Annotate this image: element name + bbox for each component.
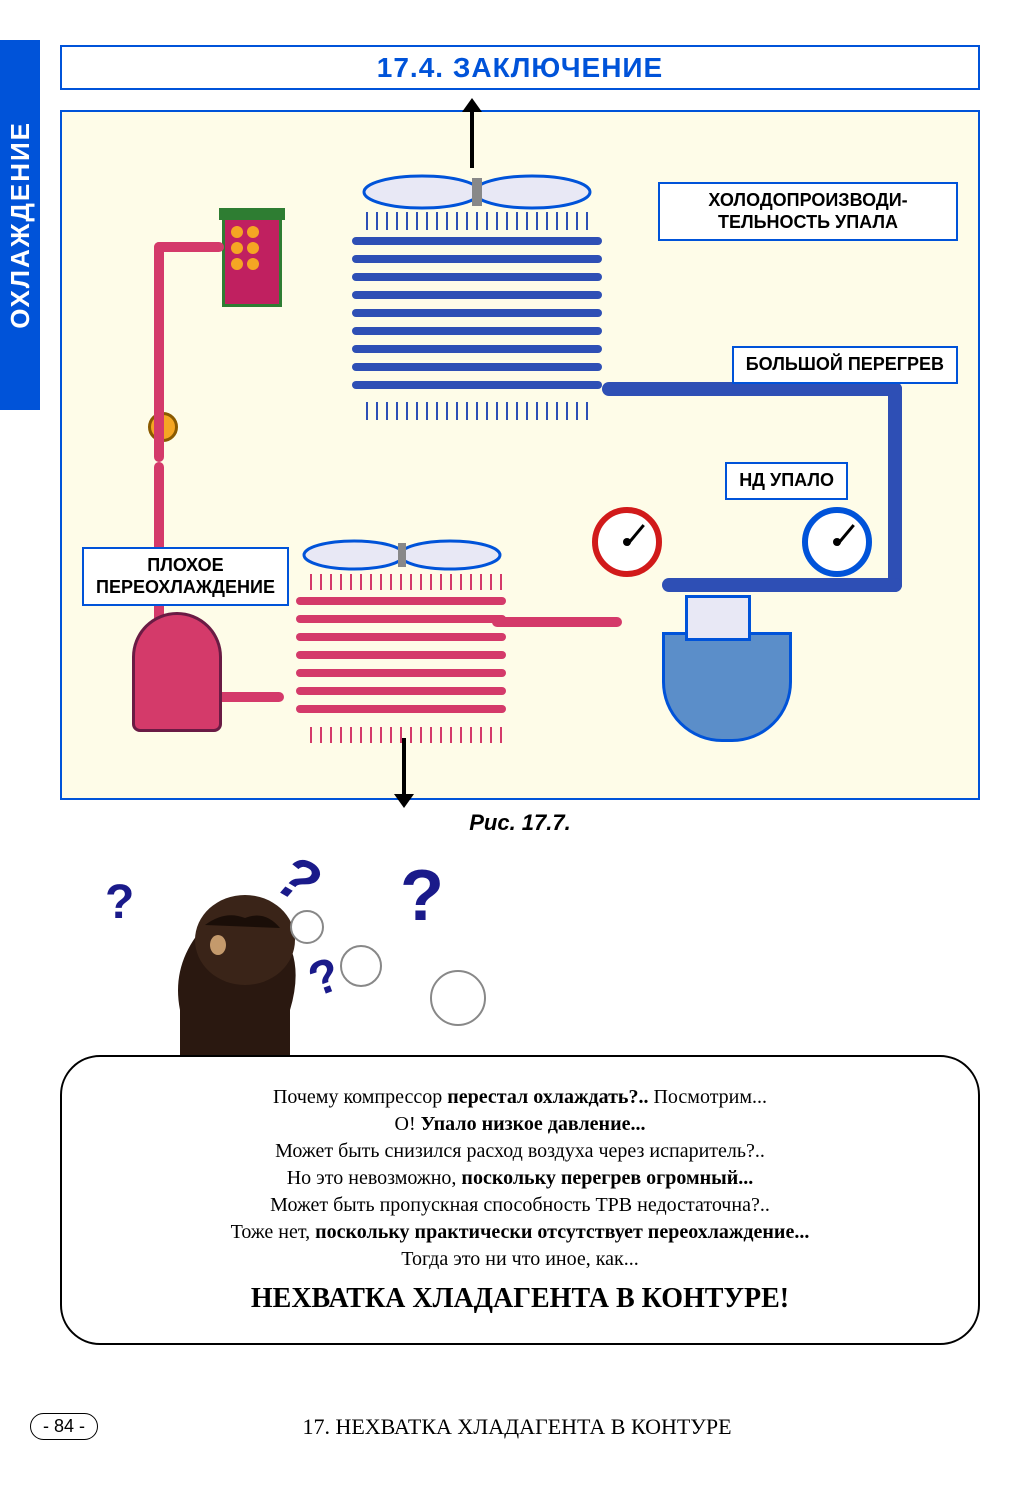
evap-hatch-bot <box>362 402 592 420</box>
pipe <box>602 382 902 396</box>
figure-caption: Рис. 17.7. <box>60 810 980 836</box>
footer-text: 17. НЕХВАТКА ХЛАДАГЕНТА В КОНТУРЕ <box>0 1414 1034 1440</box>
label-cold-capacity: ХОЛОДОПРОИЗВОДИ- ТЕЛЬНОСТЬ УПАЛА <box>658 182 958 241</box>
low-pressure-gauge <box>802 507 872 577</box>
thinking-head-icon <box>120 870 340 1080</box>
reasoning-line: Тоже нет, поскольку практически отсутств… <box>231 1221 810 1244</box>
condenser-coil <box>296 597 506 723</box>
refrigeration-diagram: ХОЛОДОПРОИЗВОДИ- ТЕЛЬНОСТЬ УПАЛА БОЛЬШОЙ… <box>60 110 980 800</box>
thought-bubble-icon <box>430 970 486 1026</box>
liquid-receiver <box>132 612 222 732</box>
airflow-down-arrow <box>402 738 406 798</box>
cond-hatch-bot <box>306 727 506 743</box>
reasoning-line: Может быть снизился расход воздуха через… <box>275 1140 765 1163</box>
pipe <box>662 578 902 592</box>
filter-drier <box>222 217 282 307</box>
reasoning-line: Может быть пропускная способность ТРВ не… <box>270 1194 770 1217</box>
label-superheat: БОЛЬШОЙ ПЕРЕГРЕВ <box>732 346 958 384</box>
section-title-bar: 17.4. ЗАКЛЮЧЕНИЕ <box>60 45 980 90</box>
pipe-red <box>492 617 622 627</box>
question-mark-icon: ? <box>400 855 444 937</box>
condenser-fan-icon <box>302 537 502 573</box>
evaporator-coil <box>352 237 602 399</box>
thought-bubble-icon <box>340 945 382 987</box>
airflow-up-arrow <box>470 108 474 168</box>
label-low-pressure: НД УПАЛО <box>725 462 848 500</box>
pipe-red <box>154 242 224 252</box>
reasoning-line: Но это невозможно, поскольку перегрев ог… <box>287 1167 754 1190</box>
evap-hatch-top <box>362 212 592 230</box>
high-pressure-gauge <box>592 507 662 577</box>
question-mark-icon: ? <box>105 875 134 930</box>
reasoning-box: Почему компрессор перестал охлаждать?.. … <box>60 1055 980 1345</box>
cond-hatch-top <box>306 574 506 590</box>
section-title: 17.4. ЗАКЛЮЧЕНИЕ <box>377 52 663 84</box>
conclusion-text: НЕХВАТКА ХЛАДАГЕНТА В КОНТУРЕ! <box>251 1283 789 1315</box>
pipe <box>888 382 902 592</box>
label-subcooling: ПЛОХОЕ ПЕРЕОХЛАЖДЕНИЕ <box>82 547 289 606</box>
thought-bubble-icon <box>290 910 324 944</box>
side-tab: ОХЛАЖДЕНИЕ <box>0 40 40 410</box>
evaporator-fan-icon <box>362 172 592 212</box>
pipe-red <box>154 242 164 462</box>
reasoning-line: Тогда это ни что иное, как... <box>401 1248 639 1271</box>
side-tab-text: ОХЛАЖДЕНИЕ <box>5 121 36 329</box>
reasoning-line: Почему компрессор перестал охлаждать?.. … <box>273 1086 767 1109</box>
compressor <box>662 632 792 742</box>
reasoning-line: О! Упало низкое давление... <box>395 1113 646 1136</box>
